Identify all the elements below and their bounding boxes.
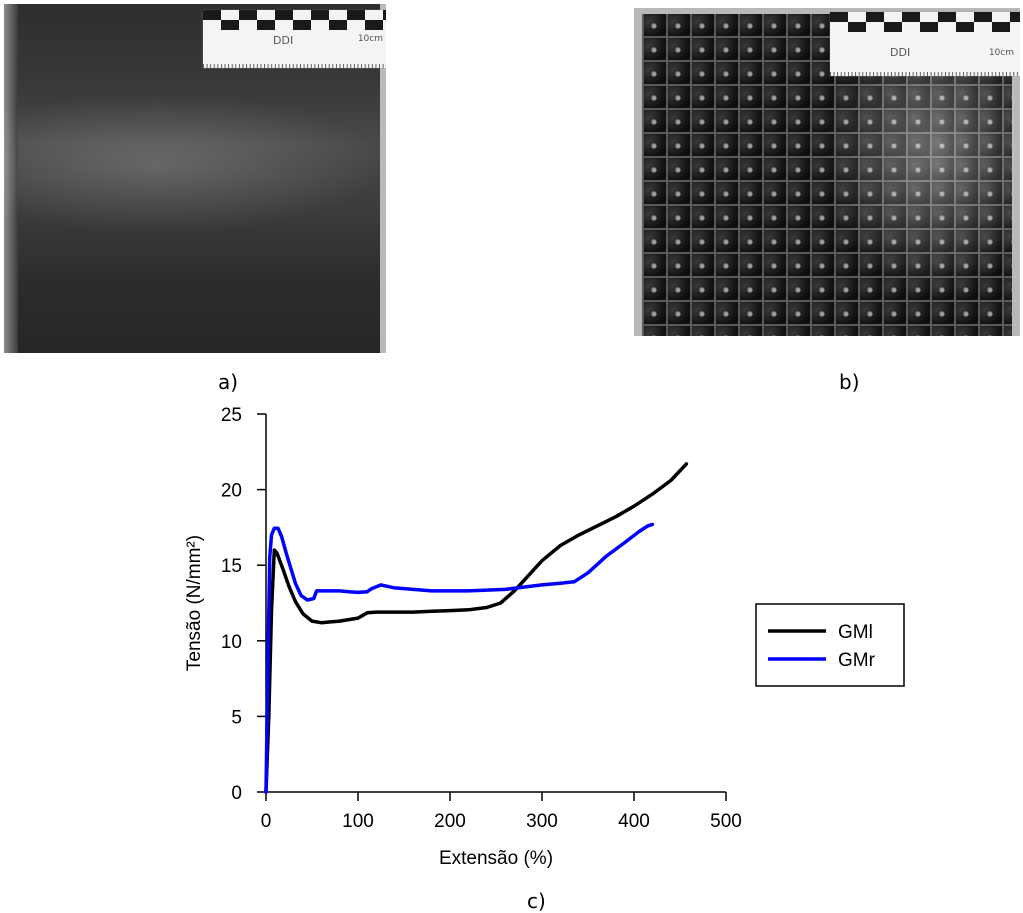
x-tick-label: 400: [618, 811, 650, 832]
scale-ruler: DDI 10cm: [203, 10, 386, 68]
photo-edge: [4, 4, 18, 353]
ruler-brand: DDI: [273, 34, 294, 47]
chart-legend: GMl GMr: [755, 603, 905, 687]
caption-c: c): [527, 889, 546, 913]
ruler-checkers: [830, 12, 1020, 32]
ruler-scale: [203, 58, 386, 68]
y-tick-label: 15: [221, 556, 242, 577]
x-axis-title: Extensão (%): [439, 848, 553, 869]
chart-axes: 0 100 200 300 400 500 0 5 10 15 20 25: [221, 405, 742, 832]
y-tick-label: 5: [231, 707, 242, 728]
legend-label-gmr: GMr: [838, 650, 876, 671]
ruler-scale: [830, 66, 1020, 76]
ruler-unit: 10cm: [357, 34, 383, 44]
series-line-gml: [264, 462, 689, 794]
caption-a: a): [218, 370, 239, 394]
y-tick-label: 0: [231, 783, 242, 804]
x-tick-label: 0: [261, 811, 272, 832]
y-tick-label: 25: [221, 405, 242, 426]
x-tick-label: 100: [342, 811, 374, 832]
x-tick-label: 300: [526, 811, 558, 832]
ruler-brand: DDI: [890, 46, 911, 59]
y-axis-title: Tensão (N/mm²): [184, 535, 205, 671]
chart-plot-area: [264, 462, 689, 794]
series-line-gmr: [264, 522, 655, 794]
photo-glare: [814, 48, 1014, 308]
photo-sheen: [4, 94, 386, 234]
photo-smooth-geomembrane: DDI 10cm: [4, 4, 386, 353]
y-tick-label: 20: [221, 481, 242, 502]
legend-box: [755, 603, 905, 687]
x-tick-label: 200: [434, 811, 466, 832]
photo-edge: [380, 4, 386, 353]
x-tick-label: 500: [710, 811, 742, 832]
caption-b: b): [839, 370, 860, 394]
photo-textured-geomembrane: DDI 10cm: [634, 8, 1020, 336]
y-tick-label: 10: [221, 632, 242, 653]
legend-label-gml: GMl: [838, 622, 873, 643]
ruler-checkers: [203, 10, 386, 30]
ruler-unit: 10cm: [988, 48, 1014, 58]
scale-ruler: DDI 10cm: [830, 12, 1020, 76]
